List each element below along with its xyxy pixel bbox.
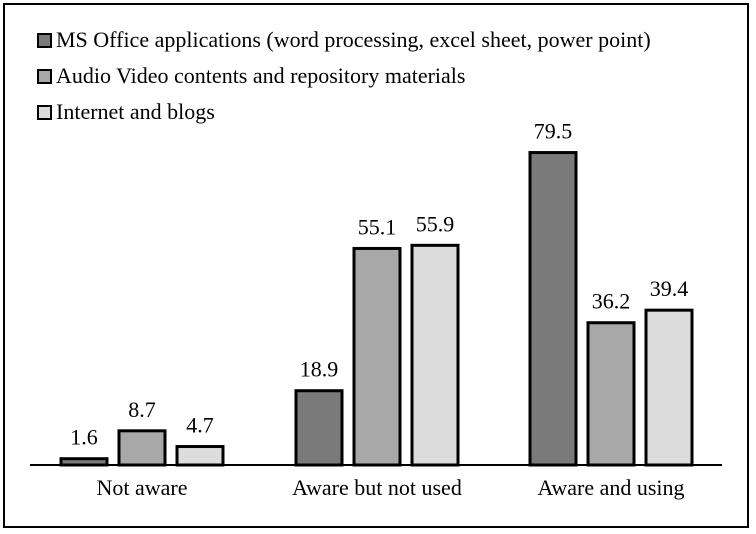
legend-swatch-2 <box>37 69 52 84</box>
value-label-2-3: 55.9 <box>416 211 455 236</box>
value-label-1-3: 4.7 <box>186 413 214 438</box>
value-label-1-2: 8.7 <box>128 397 156 422</box>
bar-2-3 <box>410 243 460 467</box>
legend-label-2: Audio Video contents and repository mate… <box>56 63 465 88</box>
value-label-3-3: 39.4 <box>650 276 689 301</box>
value-label-3-1: 79.5 <box>534 119 573 144</box>
category-label-3: Aware and using <box>537 475 684 500</box>
bar-3-2 <box>586 321 636 467</box>
bar-2-2 <box>352 246 402 467</box>
value-label-2-2: 55.1 <box>358 214 397 239</box>
legend-label-1: MS Office applications (word processing,… <box>56 27 651 52</box>
bar-1-2 <box>117 429 167 467</box>
bar-2-1 <box>294 389 344 467</box>
bar-1-3 <box>175 445 225 467</box>
category-label-2: Aware but not used <box>292 475 462 500</box>
category-label-1: Not aware <box>96 475 187 500</box>
value-label-1-1: 1.6 <box>70 425 98 450</box>
legend-label-3: Internet and blogs <box>56 99 215 124</box>
legend-swatch-1 <box>37 33 52 48</box>
legend-swatch-3 <box>37 105 52 120</box>
bar-3-3 <box>644 308 694 467</box>
value-labels: 1.6 8.7 4.7 18.9 55.1 55.9 79.5 36.2 39.4 <box>70 119 688 450</box>
bar-3-1 <box>528 151 578 467</box>
category-labels: Not aware Aware but not used Aware and usi… <box>96 475 684 500</box>
legend: MS Office applications (word processing,… <box>37 27 651 124</box>
bars <box>59 151 694 467</box>
value-label-3-2: 36.2 <box>592 289 631 314</box>
value-label-2-1: 18.9 <box>300 357 339 382</box>
